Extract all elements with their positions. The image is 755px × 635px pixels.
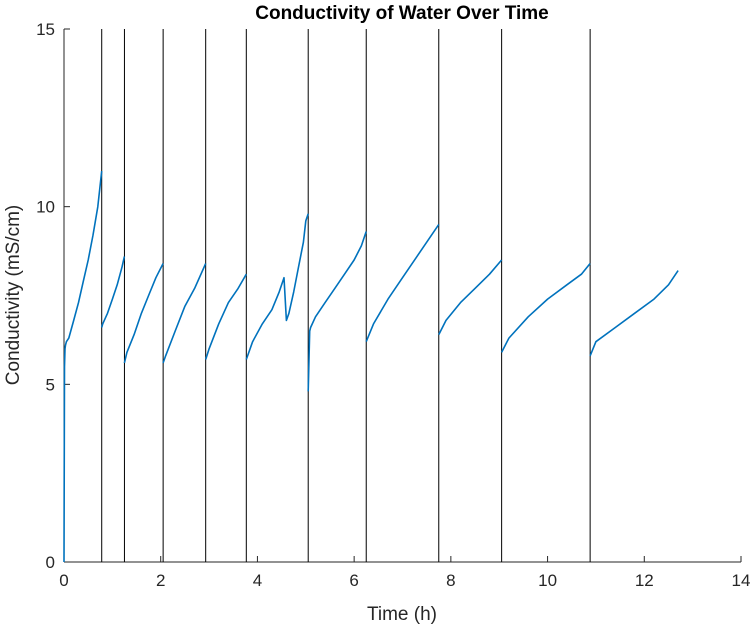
y-tick-label: 15	[36, 20, 55, 39]
y-tick-label: 0	[46, 553, 55, 572]
series-line-segment	[123, 263, 164, 364]
series-line-segment	[245, 213, 309, 360]
series-line-segment	[204, 273, 247, 360]
y-axis-title: Conductivity (mS/cm)	[3, 205, 24, 386]
series-line-segment	[589, 270, 679, 357]
series-line-segment	[438, 259, 503, 335]
series-line-segment	[365, 223, 440, 343]
x-tick-label: 0	[59, 571, 68, 590]
x-tick-label: 12	[635, 571, 654, 590]
y-tick-label: 10	[36, 198, 55, 217]
series-line-segment	[63, 171, 103, 563]
series-line-segment	[307, 231, 367, 392]
x-tick-label: 4	[253, 571, 262, 590]
chart-title: Conductivity of Water Over Time	[255, 3, 549, 24]
x-tick-label: 14	[732, 571, 751, 590]
plot-area: 0 2 4 6 8 10 12 14 0 5 10 15	[36, 20, 750, 590]
series-line-segment	[162, 263, 207, 364]
series-line-segment	[100, 256, 126, 328]
series-line-segment	[500, 262, 591, 353]
x-tick-label: 2	[156, 571, 165, 590]
x-tick-label: 8	[446, 571, 455, 590]
x-tick-label: 10	[538, 571, 557, 590]
x-tick-label: 6	[349, 571, 358, 590]
y-tick-label: 5	[46, 375, 55, 394]
x-axis-title: Time (h)	[367, 604, 437, 625]
